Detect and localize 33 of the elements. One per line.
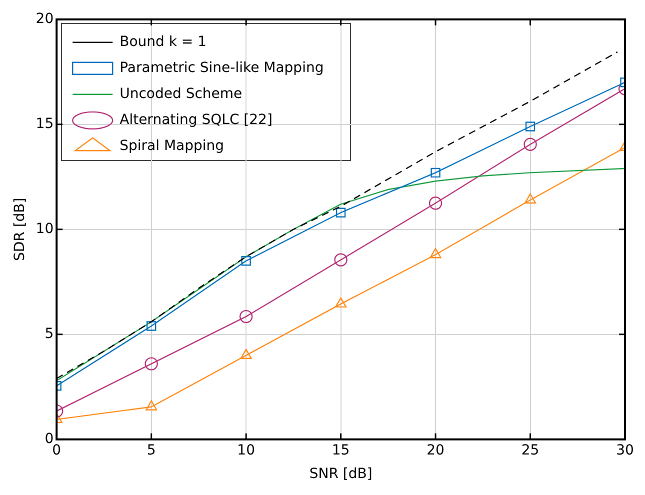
- point: [428, 196, 442, 210]
- x-tick-label: 15: [332, 442, 350, 458]
- point: [146, 321, 156, 331]
- y-tick-label: 10: [36, 221, 54, 238]
- y-tick-label: 15: [36, 116, 54, 132]
- x-axis-title: SNR [dB]: [309, 466, 372, 482]
- point: [430, 168, 440, 178]
- x-tick-label: 25: [521, 442, 540, 458]
- x-tick-label: 30: [616, 442, 634, 458]
- x-tick-label: 5: [146, 442, 156, 458]
- legend-label: Uncoded Scheme: [120, 86, 242, 102]
- y-axis-title: SDR [dB]: [12, 198, 28, 262]
- point: [146, 400, 158, 410]
- point: [144, 357, 158, 370]
- point: [524, 138, 537, 151]
- legend-label: Alternating SQLC [22]: [120, 112, 272, 128]
- y-tick-label: 20: [36, 11, 54, 28]
- legend-label: Spiral Mapping: [120, 138, 224, 154]
- point: [430, 248, 442, 258]
- point: [240, 348, 252, 359]
- point: [524, 193, 536, 204]
- legend-label: Parametric Sine-like Mapping: [120, 60, 324, 76]
- point: [525, 122, 536, 132]
- y-tick-label: 0: [44, 431, 54, 448]
- point: [241, 256, 251, 266]
- x-tick-label: 20: [426, 442, 444, 458]
- point: [336, 208, 346, 218]
- point: [239, 310, 253, 324]
- legend-label: Bound k = 1: [120, 34, 207, 50]
- point: [335, 297, 347, 308]
- x-tick-label: 10: [237, 442, 255, 458]
- point: [334, 253, 348, 266]
- y-tick-label: 5: [44, 326, 54, 342]
